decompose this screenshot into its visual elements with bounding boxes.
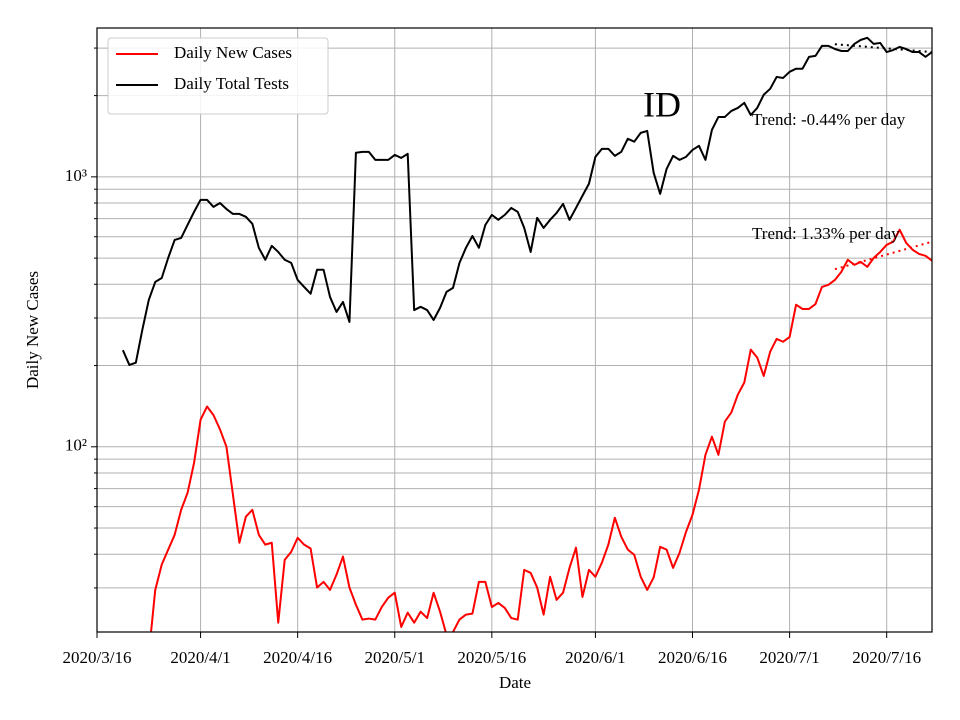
x-tick-label: 2020/7/1 <box>759 648 819 667</box>
annotation: Trend: 1.33% per day <box>752 224 900 243</box>
legend-box <box>107 37 329 115</box>
axes-frame <box>96 27 933 633</box>
x-axis-label: Date <box>499 673 531 692</box>
x-tick-label: 2020/4/1 <box>170 648 230 667</box>
annotation: Trend: -0.44% per day <box>752 110 906 129</box>
legend-label: Daily Total Tests <box>174 74 289 93</box>
data-line <box>121 36 932 366</box>
legend-label: Daily New Cases <box>174 43 292 62</box>
trend-line <box>834 240 932 271</box>
legend: Daily New Cases Daily Total Tests <box>107 37 329 115</box>
x-tick-label: 2020/6/16 <box>658 648 727 667</box>
x-tick-label: 2020/4/16 <box>263 648 332 667</box>
chart-title: ID <box>643 84 681 124</box>
x-tick-label: 2020/5/1 <box>365 648 425 667</box>
x-tick-label: 2020/7/16 <box>852 648 921 667</box>
data-line <box>150 228 932 632</box>
plot-area <box>121 36 932 632</box>
x-tick-label: 2020/5/16 <box>457 648 526 667</box>
ticks: 2020/3/16 2020/4/1 2020/4/16 2020/5/1 2020/5… <box>63 47 921 667</box>
y-axis-label: Daily New Cases <box>23 271 42 389</box>
trend-line <box>834 43 932 54</box>
x-tick-label: 2020/3/16 <box>63 648 132 667</box>
y-tick-label: 10³ <box>65 166 87 185</box>
grid <box>96 28 932 632</box>
y-tick-label: 10² <box>65 436 87 455</box>
x-tick-label: 2020/6/1 <box>565 648 625 667</box>
